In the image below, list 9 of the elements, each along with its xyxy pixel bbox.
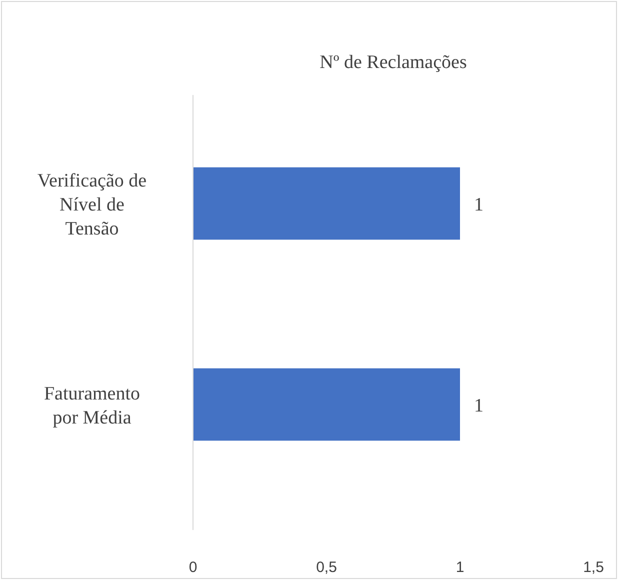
y-tick-label: Verificação de Nível de Tensão [37, 170, 147, 240]
chart-title: Nº de Reclamações [320, 52, 467, 73]
data-label: 1 [474, 194, 484, 216]
x-tick-label: 0 [188, 559, 198, 576]
x-tick-label: 0,5 [316, 559, 337, 576]
x-tick-label: 1,5 [583, 559, 604, 576]
y-tick-label: Faturamento por Média [44, 384, 140, 428]
data-label: 1 [474, 396, 484, 416]
x-tick-label: 1 [456, 559, 464, 576]
